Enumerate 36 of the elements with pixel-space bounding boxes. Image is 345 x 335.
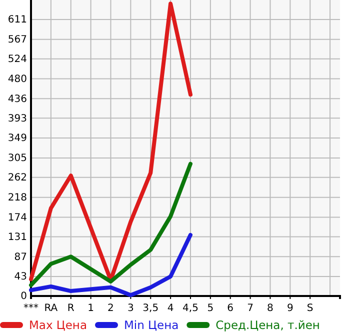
y-tick-label: 43 [14, 272, 27, 283]
x-tick-label: 7 [247, 303, 254, 314]
x-tick-label: S [306, 303, 314, 314]
line-series [29, 162, 192, 288]
y-tick-label: 524 [8, 54, 27, 66]
y-tick-label: 0 [20, 291, 27, 302]
x-tick-label: 3 [127, 303, 134, 314]
x-tick-label: 4 [167, 303, 174, 314]
y-tick-label: 174 [8, 212, 27, 224]
x-tick-label: R [67, 303, 74, 314]
legend-label: Сред.Цена, т.йен [216, 318, 320, 332]
y-tick-label: 611 [8, 14, 27, 26]
legend-label: Min Цена [124, 318, 179, 332]
y-tick-label: 218 [8, 192, 27, 204]
x-tick-label: 1 [88, 303, 94, 314]
y-tick-label: 393 [8, 113, 27, 124]
x-tick-label: 6 [227, 303, 234, 314]
line-series [29, 232, 192, 298]
x-tick-label: 8 [267, 303, 274, 314]
y-tick-label: 567 [8, 34, 27, 46]
x-tick-label: 4,5 [182, 303, 198, 314]
x-tick-label: RA [44, 303, 58, 314]
y-tick-label: 349 [8, 133, 27, 144]
y-tick-label: 480 [8, 74, 27, 85]
x-tick-label: 5 [207, 303, 214, 314]
x-tick-label: *** [24, 303, 38, 314]
x-tick-label: 2 [108, 303, 114, 314]
x-tick-label: 9 [286, 303, 294, 314]
y-tick-label: 262 [8, 172, 27, 184]
legend-label: Max Цена [29, 318, 87, 332]
y-tick-label: 436 [8, 94, 27, 105]
y-tick-label: 131 [8, 232, 27, 243]
line-series [29, 2, 192, 282]
y-tick-label: 305 [8, 153, 27, 164]
y-tick-label: 87 [14, 252, 27, 263]
x-tick-label: 3,5 [142, 303, 159, 314]
